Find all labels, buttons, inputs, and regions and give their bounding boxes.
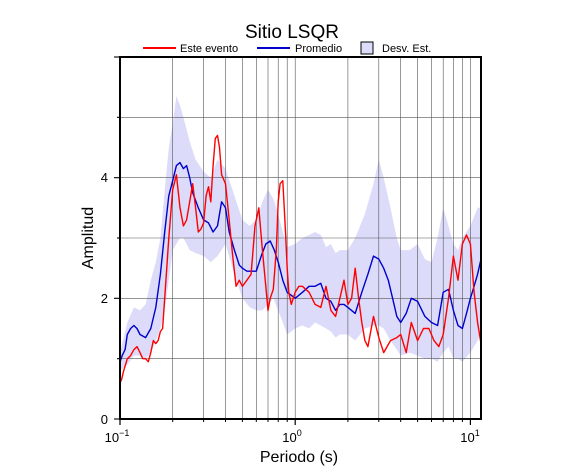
std-dev-band [120, 96, 481, 371]
y-axis-label: Amplitud [80, 207, 97, 269]
legend-label-desv-est: Desv. Est. [382, 43, 431, 55]
x-tick-label: 101 [460, 428, 479, 445]
y-tick-label: 2 [101, 291, 108, 306]
x-tick-label: 10−1 [105, 428, 130, 445]
legend-swatch-desv-est [360, 41, 374, 55]
x-axis-label: Periodo (s) [260, 449, 338, 466]
band-layer [120, 96, 481, 371]
chart-title: Sitio LSQR [245, 22, 339, 43]
y-tick-label: 4 [101, 170, 108, 185]
tick-layer [114, 56, 471, 425]
series-layer [120, 134, 481, 384]
legend-label-promedio: Promedio [295, 43, 342, 55]
y-tick-label: 0 [101, 412, 108, 427]
series-line-este-evento [120, 134, 481, 384]
legend-label-este-evento: Este evento [180, 43, 238, 55]
series-line-promedio [120, 161, 481, 362]
x-tick-label: 100 [282, 428, 301, 445]
legend: Este evento Promedio Desv. Est. [143, 41, 431, 55]
